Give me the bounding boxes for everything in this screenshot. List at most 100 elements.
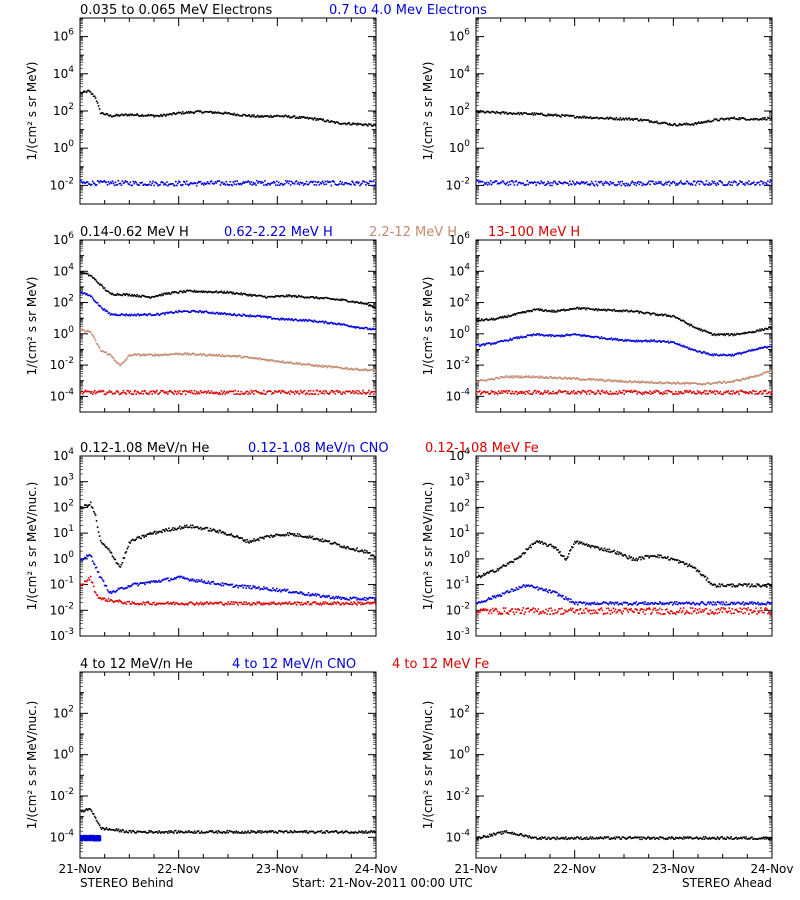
data-point (98, 389, 101, 392)
data-point (744, 118, 746, 120)
data-point (290, 180, 293, 183)
data-point (125, 393, 128, 395)
data-point (256, 539, 258, 541)
data-point (663, 184, 665, 186)
data-point (328, 322, 331, 325)
data-point (260, 536, 262, 539)
data-point (757, 348, 759, 351)
data-point (310, 117, 313, 120)
data-point (177, 390, 179, 393)
data-point (735, 118, 737, 120)
data-point (532, 375, 534, 377)
data-point (132, 393, 135, 395)
data-point (306, 296, 309, 298)
data-point (137, 295, 139, 298)
data-point (552, 390, 554, 393)
data-point (364, 181, 366, 183)
data-point (628, 380, 631, 383)
data-point (340, 123, 342, 125)
data-point (207, 111, 210, 113)
data-point (282, 184, 284, 186)
data-point (733, 381, 735, 383)
data-point (691, 325, 694, 328)
data-point (353, 368, 355, 371)
data-point (124, 314, 127, 317)
data-point (375, 181, 376, 184)
data-point (488, 183, 491, 185)
data-point (316, 538, 319, 540)
data-point (116, 114, 119, 117)
data-point (545, 183, 547, 186)
data-point (550, 114, 552, 117)
data-point (689, 323, 692, 326)
data-point (301, 392, 304, 394)
data-point (700, 352, 703, 354)
data-point (662, 340, 664, 342)
data-point (539, 334, 541, 337)
data-point (325, 120, 328, 123)
data-point (91, 393, 94, 395)
data-point (154, 295, 156, 298)
data-point (628, 184, 631, 187)
data-point (759, 328, 761, 331)
data-point (741, 352, 743, 354)
data-point (566, 333, 568, 336)
data-point (250, 389, 252, 392)
data-point (764, 117, 766, 119)
data-point (110, 182, 113, 184)
data-point (542, 376, 544, 379)
data-point (324, 389, 327, 392)
data-point (713, 353, 716, 355)
data-point (307, 183, 310, 186)
data-point (631, 180, 633, 183)
data-point (698, 122, 701, 124)
data-point (652, 180, 654, 183)
data-point (149, 180, 151, 183)
data-series (476, 179, 772, 187)
data-point (720, 181, 723, 183)
data-point (371, 305, 373, 307)
data-point (723, 333, 726, 335)
data-point (594, 308, 597, 310)
data-point (161, 390, 163, 392)
data-point (539, 308, 541, 310)
data-point (598, 309, 601, 311)
data-point (134, 389, 136, 392)
data-point (155, 314, 157, 316)
data-point (541, 181, 543, 184)
data-point (148, 296, 150, 298)
data-point (197, 527, 200, 530)
data-point (524, 112, 527, 114)
data-point (498, 316, 501, 319)
data-point (93, 95, 96, 98)
data-point (305, 180, 308, 183)
data-point (695, 350, 698, 352)
data-point (570, 392, 572, 394)
data-point (558, 180, 560, 183)
data-point (282, 534, 284, 537)
data-point (514, 112, 517, 115)
data-point (323, 365, 326, 367)
data-point (489, 378, 492, 381)
data-point (635, 339, 637, 342)
data-point (319, 321, 322, 323)
data-point (296, 533, 299, 535)
data-point (172, 112, 174, 115)
data-point (713, 390, 716, 392)
data-point (149, 532, 151, 534)
data-point (278, 115, 280, 117)
data-point (477, 180, 479, 182)
data-point (245, 181, 247, 184)
data-series (476, 306, 772, 337)
data-point (761, 118, 763, 121)
data-point (184, 183, 187, 185)
data-point (704, 120, 707, 123)
data-point (747, 377, 749, 380)
data-point (660, 313, 662, 316)
data-point (640, 118, 642, 120)
data-point (770, 327, 772, 329)
data-point (165, 293, 167, 296)
data-point (642, 119, 644, 121)
data-point (508, 375, 511, 378)
